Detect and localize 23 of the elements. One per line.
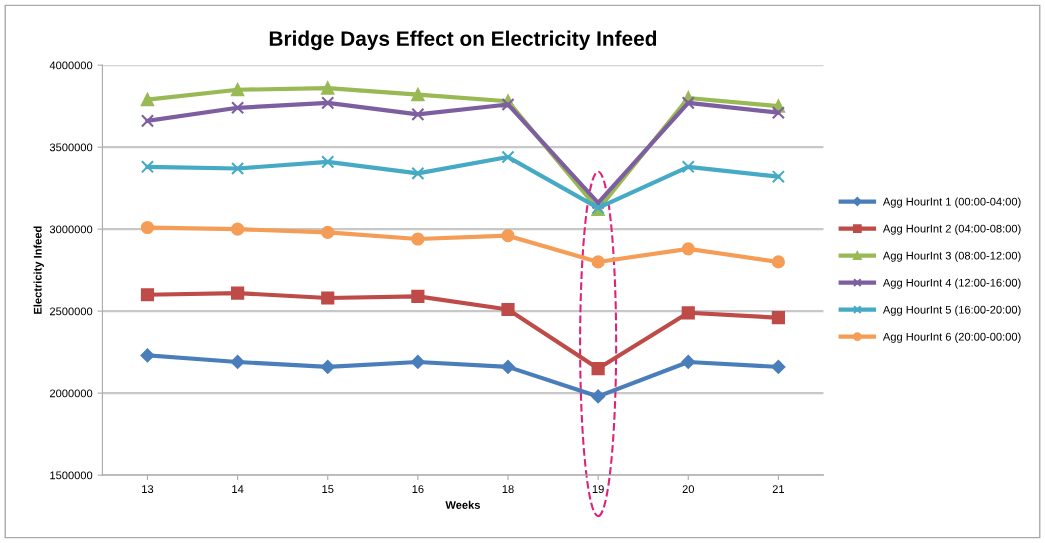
x-tick-label: 18 — [502, 485, 514, 494]
x-tick-label: 21 — [772, 485, 785, 493]
y-tick-label: 3000000 — [49, 225, 93, 234]
x-tick-label: 20 — [682, 485, 695, 494]
legend-label: Agg HourInt 1 (00:00-04:00) — [882, 197, 1021, 208]
y-tick-label: 1500000 — [50, 471, 93, 480]
legend-label: Agg HourInt 2 (04:00-08:00) — [882, 224, 1021, 235]
legend-label: Agg HourInt 4 (12:00-16:00) — [882, 278, 1021, 289]
y-tick-label: 2500000 — [50, 307, 93, 316]
x-tick-label: 13 — [142, 485, 154, 494]
y-tick-label: 3500000 — [49, 143, 93, 152]
x-tick-label: 14 — [232, 485, 244, 493]
legend-label: Agg HourInt 3 (08:00-12:00) — [882, 251, 1021, 262]
x-axis-title: Weeks — [445, 500, 480, 509]
legend-label: Agg HourInt 6 (20:00-00:00) — [882, 332, 1021, 343]
legend-label: Agg HourInt 5 (16:00-20:00) — [882, 305, 1021, 316]
y-tick-label: 2000000 — [50, 389, 93, 398]
y-axis-title: Electricity Infeed — [33, 226, 44, 314]
x-tick-label: 16 — [412, 485, 424, 494]
chart-title: Bridge Days Effect on Electricity Infeed — [269, 30, 657, 51]
y-tick-label: 4000000 — [49, 61, 93, 70]
x-tick-label: 15 — [322, 485, 334, 494]
x-tick-label: 19 — [592, 485, 604, 494]
